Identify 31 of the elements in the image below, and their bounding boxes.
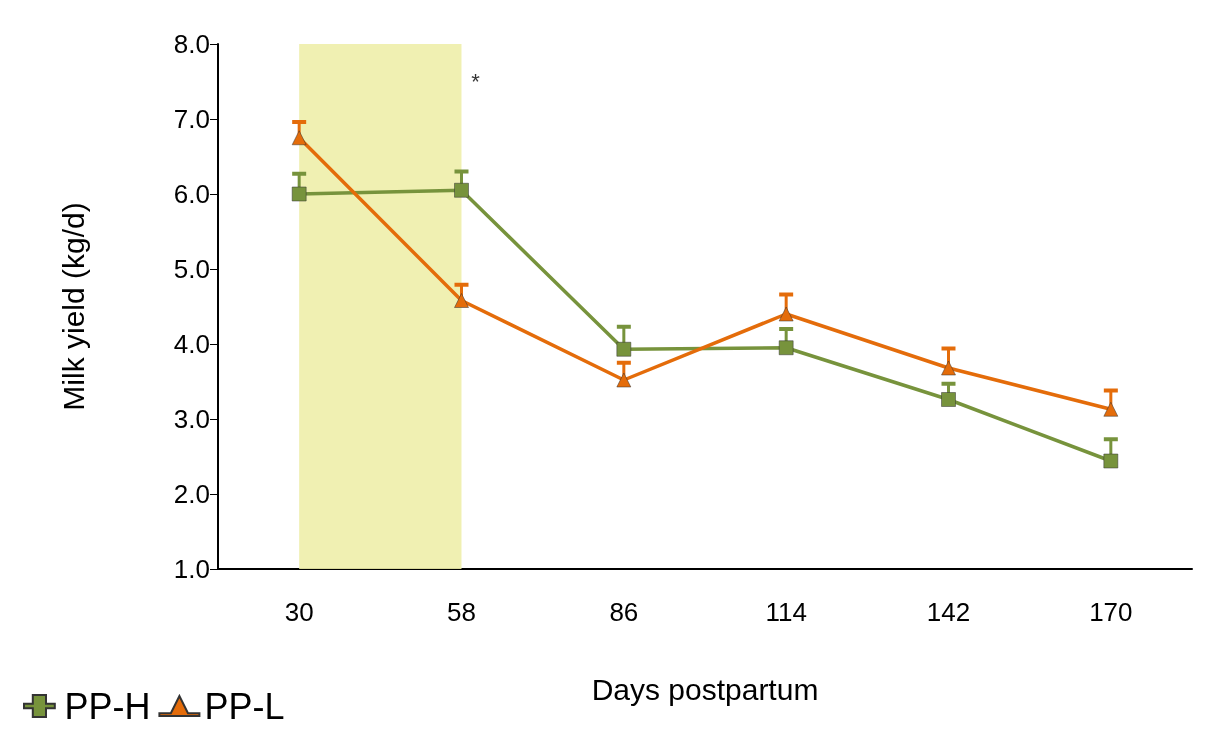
point bbox=[941, 360, 956, 376]
y-tick-label: 3.0 bbox=[173, 404, 210, 434]
x-tick-label: 86 bbox=[609, 597, 639, 627]
legend-label: PP-L bbox=[204, 685, 285, 727]
y-tick-label: 7.0 bbox=[173, 104, 210, 134]
y-axis-title: Milk yield (kg/d) bbox=[56, 202, 90, 411]
point bbox=[1103, 453, 1119, 469]
point bbox=[291, 130, 307, 145]
x-tick-label: 142 bbox=[926, 597, 971, 627]
point bbox=[616, 342, 632, 357]
point bbox=[941, 392, 956, 407]
y-tick-label: 6.0 bbox=[173, 179, 210, 209]
y-tick-label: 1.0 bbox=[173, 554, 210, 584]
point bbox=[291, 186, 307, 202]
y-tick-label: 5.0 bbox=[173, 254, 210, 284]
y-tick-label: 8.0 bbox=[173, 29, 210, 59]
x-tick-label: 114 bbox=[765, 597, 807, 627]
y-tick-label: 2.0 bbox=[173, 479, 210, 509]
legend-label: PP-H bbox=[64, 685, 151, 727]
point bbox=[454, 183, 469, 198]
point bbox=[778, 306, 794, 322]
point bbox=[778, 340, 794, 355]
point bbox=[454, 293, 469, 308]
x-tick-label: 58 bbox=[447, 597, 476, 627]
annotation: * bbox=[471, 69, 481, 94]
point bbox=[616, 372, 632, 388]
x-tick-label: 170 bbox=[1089, 597, 1133, 627]
y-tick-label: 4.0 bbox=[173, 329, 210, 359]
point bbox=[1103, 402, 1119, 417]
x-axis-title: Days postpartum bbox=[591, 672, 819, 706]
x-tick-label: 30 bbox=[284, 597, 314, 627]
